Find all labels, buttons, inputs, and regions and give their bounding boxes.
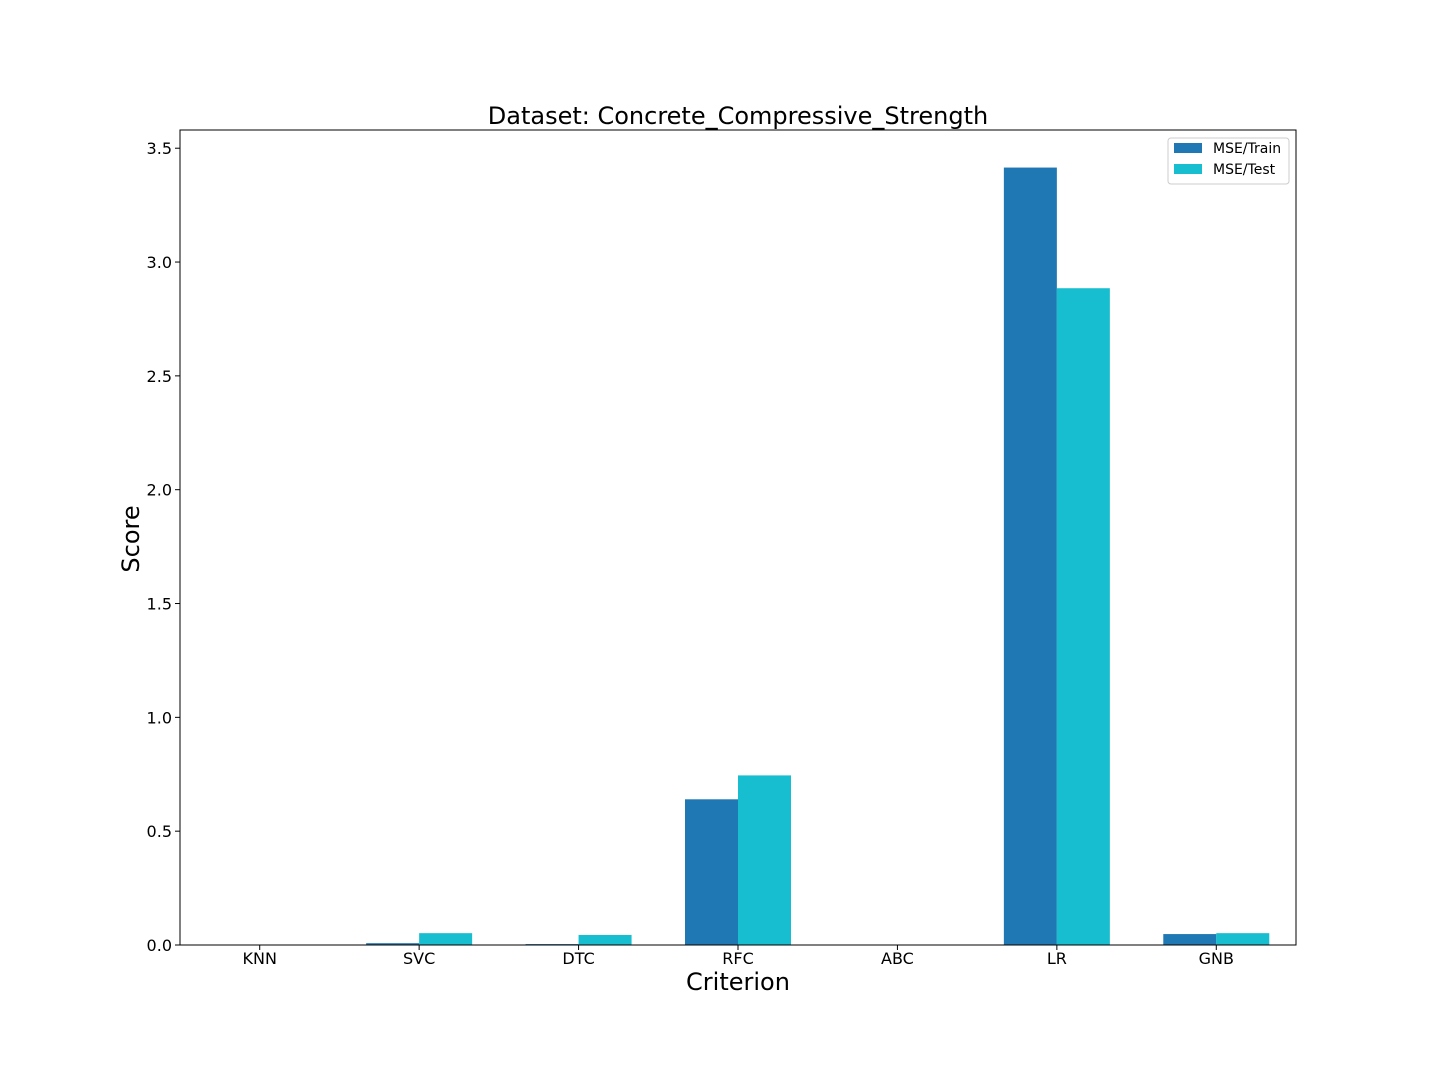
x-tick-label: DTC	[562, 949, 594, 968]
y-tick-label: 1.5	[147, 595, 172, 614]
x-tick-label: SVC	[403, 949, 435, 968]
y-axis-label: Score	[117, 505, 145, 572]
bar-rfc-series-1	[685, 799, 738, 945]
y-tick-label: 0.0	[147, 936, 172, 955]
y-tick-label: 1.0	[147, 708, 172, 727]
bar-lr-series-1	[1003, 167, 1057, 945]
chart-title: Dataset: Concrete_Compressive_Strength	[488, 102, 988, 130]
y-tick-label: 3.0	[147, 253, 172, 272]
x-axis: KNN SVC DTC RFC ABC LR GNB	[242, 945, 1234, 968]
y-tick-label: 2.5	[147, 367, 172, 386]
bar-gnb-series-1	[1163, 934, 1217, 945]
x-axis-label: Criterion	[686, 968, 790, 996]
legend-swatch-test	[1174, 164, 1202, 174]
y-tick-label: 0.5	[147, 822, 172, 841]
bar-rfc-series-2	[738, 775, 791, 945]
bar-dtc-series-2	[578, 934, 632, 945]
x-tick-label: RFC	[722, 949, 754, 968]
x-tick-label: KNN	[242, 949, 276, 968]
y-axis: 0.0 0.5 1.0 1.5 2.0 2.5 3.0 3.5	[147, 139, 180, 955]
y-tick-label: 2.0	[147, 481, 172, 500]
legend-label-test: MSE/Test	[1213, 162, 1276, 178]
y-tick-label: 3.5	[147, 139, 172, 158]
bars-group	[366, 167, 1270, 946]
bar-svc-series-2	[419, 933, 473, 945]
x-tick-label: GNB	[1199, 949, 1234, 968]
bar-gnb-series-2	[1216, 933, 1270, 945]
legend: MSE/Train MSE/Test	[1167, 137, 1290, 185]
legend-swatch-train	[1174, 143, 1202, 153]
bar-svc-series-1	[366, 943, 420, 945]
x-tick-label: ABC	[881, 949, 914, 968]
bar-lr-series-2	[1056, 288, 1110, 946]
x-tick-label: LR	[1047, 949, 1067, 968]
legend-label-train: MSE/Train	[1213, 141, 1281, 157]
